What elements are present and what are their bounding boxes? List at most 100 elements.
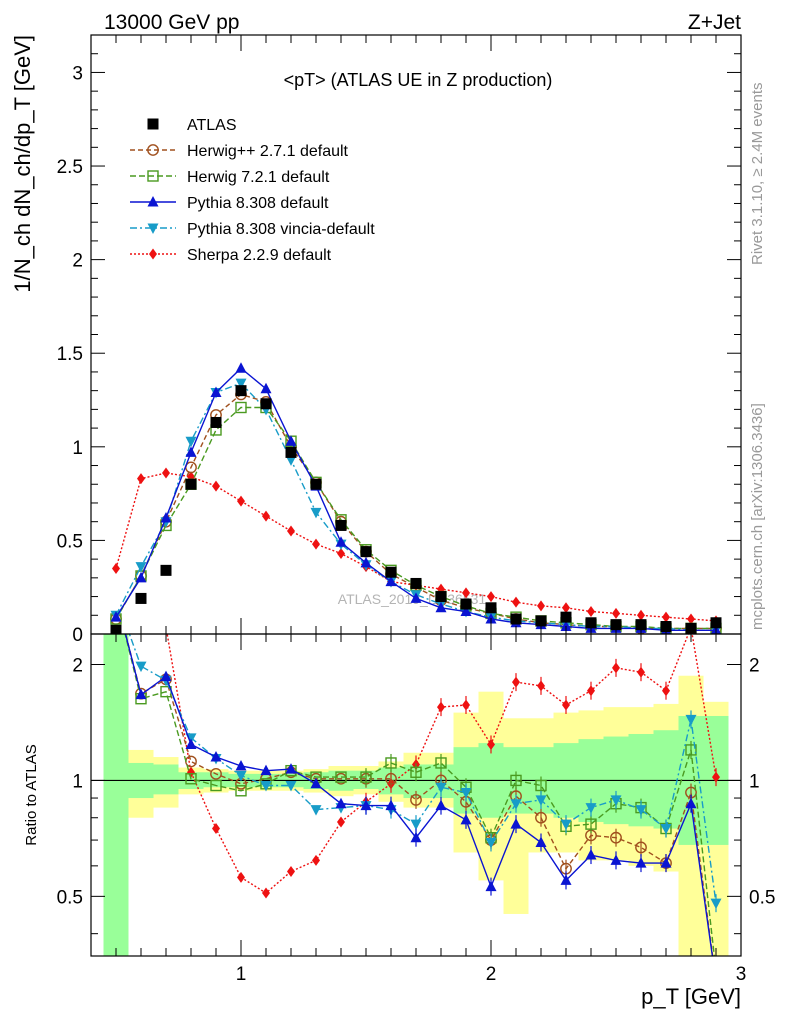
y-axis-title-ratio: Ratio to ATLAS (23, 744, 40, 845)
ratio-point-herwig-7-2-1-default (111, 592, 121, 602)
ratio-point-sherpa-2-2-9-default (537, 680, 545, 692)
x-tick-label: 1 (236, 964, 247, 985)
legend-marker (147, 223, 159, 234)
point-atlas (535, 615, 547, 627)
ratio-point-pythia-8-308-default (310, 777, 322, 789)
ratio-point-herwig-7-2-1-default (235, 785, 247, 797)
y-tick-label-ratio: 1 (72, 771, 83, 792)
legend-item-pythia-8-308-vincia-default: Pythia 8.308 vincia-default (130, 221, 375, 238)
ratio-point-pythia-8-308-vincia-default (235, 770, 247, 782)
plot-title: <pT> (ATLAS UE in Z production) (284, 70, 553, 90)
point-pythia-8-308-default (260, 382, 272, 394)
ratio-point-sherpa-2-2-9-default (662, 685, 670, 697)
ratio-point-pythia-8-308-default (235, 760, 247, 771)
y-tick-label-ratio: 2 (72, 655, 83, 676)
ratio-point-herwig-7-2-1-default (435, 757, 447, 769)
ratio-point-pythia-8-308-vincia-default (535, 795, 547, 806)
ratio-point-pythia-8-308-default (660, 857, 672, 868)
ratio-point-pythia-8-308-vincia-default (260, 781, 272, 792)
ratio-point-sherpa-2-2-9-default (712, 771, 720, 783)
ratio-point-sherpa-2-2-9-default (237, 871, 245, 883)
ratio-point-pythia-8-308-vincia-default (635, 805, 647, 816)
point-pythia-8-308-vincia-default (310, 507, 322, 519)
point-pythia-8-308-default (410, 592, 422, 603)
y-tick-label-ratio: 0.5 (57, 887, 83, 908)
point-atlas (135, 592, 147, 604)
point-atlas (260, 398, 272, 410)
point-pythia-8-308-default (110, 611, 122, 622)
ratio-point-pythia-8-308-vincia-default (660, 824, 672, 835)
point-atlas (310, 478, 322, 490)
point-atlas (185, 478, 197, 490)
y-tick-label-main: 2 (72, 251, 83, 272)
point-sherpa-2-2-9-default (562, 602, 570, 614)
legend-marker (149, 248, 157, 260)
point-atlas (360, 546, 372, 558)
ratio-point-herwig-2-7-1-default (635, 841, 647, 854)
ratio-point-pythia-8-308-default (535, 836, 547, 847)
ratio-point-herwig-7-2-1-default (711, 966, 721, 976)
ratio-point-sherpa-2-2-9-default (262, 887, 270, 899)
ratio-plot-series (111, 591, 722, 976)
point-sherpa-2-2-9-default (262, 510, 270, 522)
y-tick-label-main: 1 (72, 438, 83, 459)
ratio-point-herwig-2-7-1-default (111, 591, 121, 601)
point-pythia-8-308-default (560, 620, 572, 632)
header-left: 13000 GeV pp (104, 11, 239, 34)
legend-item-atlas: ATLAS (147, 117, 237, 134)
legend-item-herwig-7-2-1-default: Herwig 7.2.1 default (130, 169, 330, 186)
x-axis-title: p_T [GeV] (641, 984, 741, 1009)
ratio-point-pythia-8-308-vincia-default (710, 898, 722, 910)
ratio-point-herwig-2-7-1-default (410, 794, 422, 806)
ratio-point-herwig-7-2-1-default (335, 771, 347, 783)
point-atlas (560, 611, 572, 623)
legend-marker (147, 170, 159, 182)
legend-label: Pythia 8.308 default (187, 195, 329, 212)
ratio-point-pythia-8-308-default (485, 880, 497, 892)
point-herwig-7-2-1-default (235, 401, 247, 414)
ratio-point-herwig-7-2-1-default (685, 744, 697, 756)
point-pythia-8-308-default (360, 556, 372, 568)
series-pythia-8-308-default (110, 362, 722, 634)
y-tick-label-ratio-right: 2 (749, 655, 760, 676)
ratio-point-pythia-8-308-vincia-default (435, 782, 447, 794)
legend-item-herwig-2-7-1-default: Herwig++ 2.7.1 default (130, 143, 349, 160)
point-pythia-8-308-default (385, 575, 397, 587)
ratio-point-herwig-2-7-1-default (610, 831, 622, 844)
ratio-point-pythia-8-308-vincia-default (460, 788, 472, 799)
ratio-point-sherpa-2-2-9-default (312, 854, 320, 866)
point-pythia-8-308-default (135, 571, 147, 583)
legend-label: Pythia 8.308 vincia-default (187, 221, 375, 238)
ratio-point-pythia-8-308-default (160, 670, 172, 682)
ratio-point-pythia-8-308-default (410, 831, 422, 843)
x-tick-label: 3 (736, 964, 747, 985)
point-sherpa-2-2-9-default (112, 562, 120, 574)
point-pythia-8-308-default (460, 605, 472, 617)
ratio-point-pythia-8-308-vincia-default (585, 803, 597, 814)
ratio-point-pythia-8-308-default (135, 688, 147, 700)
ratio-point-pythia-8-308-default (560, 874, 572, 885)
ratio-point-sherpa-2-2-9-default (587, 685, 595, 697)
series-sherpa-2-2-9-default (112, 467, 720, 627)
point-pythia-8-308-vincia-default (285, 455, 297, 466)
ratio-point-pythia-8-308-vincia-default (410, 819, 422, 831)
ratio-band-inner (153, 764, 179, 795)
point-atlas (610, 619, 622, 631)
ratio-point-herwig-7-2-1-default (185, 773, 197, 785)
ratio-point-sherpa-2-2-9-default (437, 701, 445, 713)
legend-marker (147, 144, 159, 156)
ratio-point-pythia-8-308-vincia-default (310, 805, 322, 816)
ratio-point-sherpa-2-2-9-default (287, 866, 295, 878)
point-sherpa-2-2-9-default (487, 591, 495, 603)
ratio-point-pythia-8-308-default (210, 751, 222, 762)
ratio-series-pythia-8-308-default (124, 634, 714, 956)
watermark: ATLAS_2019_I1736531 (338, 591, 487, 607)
axes: 0 0.5 1 1.5 2 2.5 3 1 2 3 0.5 0.5 1 1 2 2 (57, 34, 775, 985)
rivet-version: Rivet 3.1.10, ≥ 2.4M events (749, 83, 766, 266)
point-sherpa-2-2-9-default (137, 473, 145, 485)
point-atlas (510, 613, 522, 625)
point-sherpa-2-2-9-default (312, 538, 320, 550)
ratio-band-inner (653, 730, 679, 829)
ratio-point-sherpa-2-2-9-default (512, 676, 520, 688)
